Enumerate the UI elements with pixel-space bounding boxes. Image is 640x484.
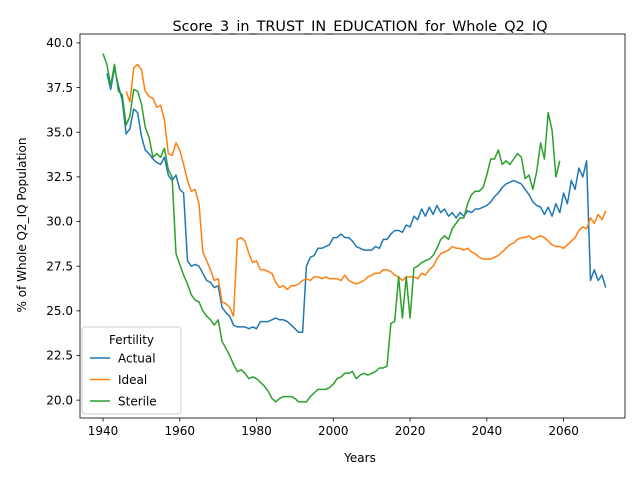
y-tick-label: 30.0 [46,215,73,229]
x-axis-label: Years [343,451,376,465]
y-tick-label: 40.0 [46,36,73,50]
x-tick-label: 2020 [395,424,426,438]
series-line-ideal [125,63,607,317]
legend-title: Fertility [109,333,154,347]
y-axis-label: % of Whole Q2_IQ Population [15,138,29,313]
legend-label-sterile: Sterile [118,394,157,408]
x-tick-label: 1980 [241,424,272,438]
y-tick-label: 22.5 [46,349,73,363]
y-tick-label: 25.0 [46,304,73,318]
y-tick-label: 35.0 [46,125,73,139]
plot-frame [79,33,626,419]
y-tick-label: 32.5 [46,170,73,184]
chart-title: Score_3_in_TRUST_IN_EDUCATION_for_Whole_… [172,19,547,35]
x-tick-label: 1940 [88,424,119,438]
series-line-sterile [102,53,561,403]
y-tick-label: 37.5 [46,81,73,95]
legend-label-actual: Actual [118,351,156,365]
series-line-actual [106,67,607,334]
y-tick-label: 20.0 [46,393,73,407]
x-tick-label: 2000 [318,424,349,438]
legend: Fertility Actual Ideal Sterile [81,326,182,415]
legend-label-ideal: Ideal [118,373,147,387]
legend-box [81,326,182,415]
y-tick-label: 27.5 [46,259,73,273]
x-tick-label: 1960 [165,424,196,438]
x-tick-label: 2060 [548,424,579,438]
x-tick-label: 2040 [472,424,503,438]
plot-area: 1940 1960 1980 2000 2020 2040 2060 20.0 22.5 25.0… [46,33,626,438]
